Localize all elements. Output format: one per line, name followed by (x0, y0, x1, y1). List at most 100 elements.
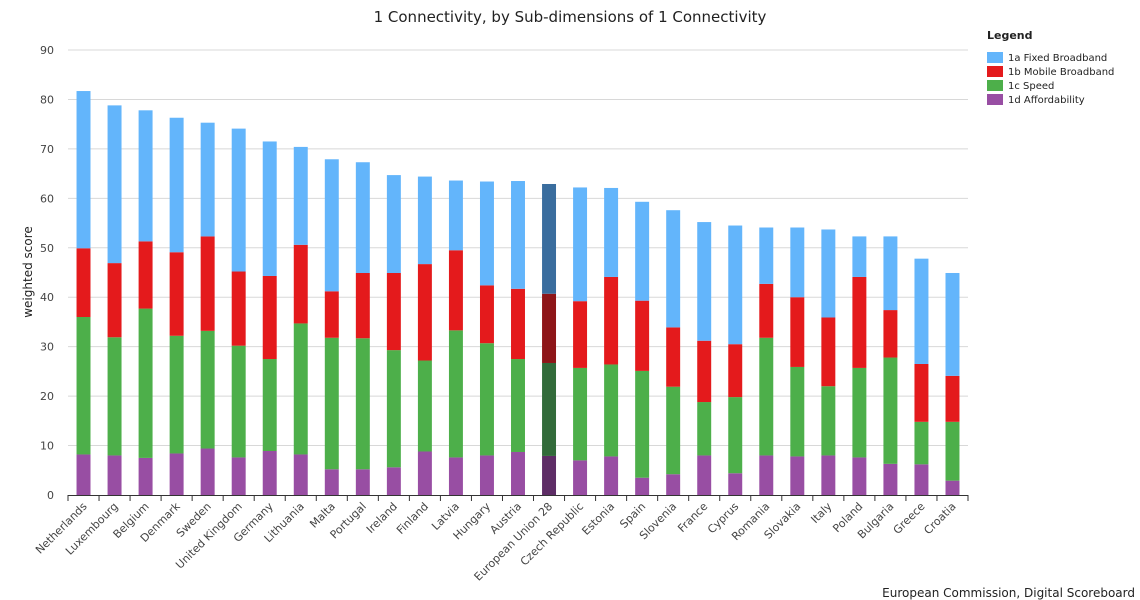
bar-segment (945, 272, 960, 376)
bar-segment (448, 330, 463, 458)
bar-segment (914, 464, 929, 495)
x-tick-label: Finland (394, 500, 431, 537)
bar-segment (635, 300, 650, 371)
chart-credit: European Commission, Digital Scoreboard (882, 586, 1135, 600)
bar-segment (573, 301, 588, 368)
bar-segment (542, 362, 557, 456)
bars (76, 91, 960, 495)
bar-segment (542, 293, 557, 363)
bar-segment (76, 91, 91, 249)
bar-segment (200, 122, 215, 237)
bar-segment (324, 469, 339, 495)
bar-segment (697, 455, 712, 495)
bar-segment (479, 455, 494, 495)
bar-segment (852, 457, 867, 495)
bar-segment (479, 285, 494, 344)
x-axis: NetherlandsLuxembourgBelgiumDenmarkSwede… (33, 495, 969, 583)
bar-segment (448, 457, 463, 495)
bar-segment (511, 359, 525, 452)
bar-segment (821, 386, 836, 456)
bar-segment (200, 448, 215, 495)
bar-segment (635, 370, 650, 478)
bar-segment (293, 244, 308, 324)
bar-segment (697, 402, 712, 456)
x-tick-label: Croatia (921, 500, 958, 537)
legend-label: 1a Fixed Broadband (1008, 53, 1107, 64)
bar-segment (293, 146, 308, 245)
legend-swatch (987, 80, 1003, 91)
bar-segment (200, 330, 215, 449)
bar-segment (76, 317, 91, 455)
bar-segment (386, 175, 401, 273)
bar-segment (511, 288, 525, 360)
bar-segment (386, 350, 401, 468)
legend-swatch (987, 52, 1003, 63)
bar-segment (386, 467, 401, 495)
bar-segment (573, 187, 588, 302)
bar-segment (417, 360, 432, 452)
bar-segment (511, 181, 525, 289)
bar-segment (479, 343, 494, 456)
bar-segment (417, 264, 432, 361)
bar-segment (883, 236, 898, 311)
bar-segment (945, 421, 960, 481)
bar-segment (666, 474, 681, 495)
bar-segment (728, 225, 743, 345)
bar-segment (790, 297, 805, 367)
bar-segment (76, 248, 91, 317)
x-tick-label: Italy (808, 500, 834, 526)
y-tick-label: 40 (40, 291, 54, 304)
bar-segment (324, 291, 339, 338)
bar-segment (666, 327, 681, 387)
bar-segment (138, 308, 153, 458)
bar-segment (386, 272, 401, 351)
bar-segment (790, 456, 805, 495)
bar-segment (728, 344, 743, 398)
bar-segment (107, 105, 122, 264)
y-tick-label: 30 (40, 341, 54, 354)
y-tick-label: 0 (47, 489, 54, 502)
bar-segment (759, 337, 774, 456)
bar-segment (604, 187, 619, 277)
bar-segment (697, 340, 712, 403)
bar-segment (945, 480, 960, 495)
legend-label: 1b Mobile Broadband (1008, 67, 1114, 78)
bar-segment (604, 456, 619, 495)
legend-swatch (987, 94, 1003, 105)
bar-segment (169, 252, 184, 336)
bar-segment (697, 222, 712, 341)
bar-segment (635, 477, 650, 495)
bar-segment (635, 201, 650, 301)
legend-title: Legend (987, 29, 1033, 42)
y-tick-label: 10 (40, 440, 54, 453)
bar-segment (231, 128, 246, 272)
bar-segment (262, 275, 277, 360)
bar-segment (759, 455, 774, 495)
bar-segment (200, 236, 215, 331)
y-tick-label: 50 (40, 242, 54, 255)
bar-segment (852, 276, 867, 368)
bar-segment (138, 241, 153, 309)
bar-segment (169, 117, 184, 253)
bar-segment (914, 421, 929, 465)
bar-segment (852, 236, 867, 277)
bar-segment (573, 367, 588, 461)
bar-segment (883, 463, 898, 495)
bar-segment (728, 397, 743, 474)
y-axis: 0 10 20 30 40 50 60 70 80 90 (40, 44, 54, 502)
x-tick-label: Estonia (579, 500, 617, 538)
chart-title: 1 Connectivity, by Sub-dimensions of 1 C… (374, 8, 767, 26)
y-tick-label: 60 (40, 192, 54, 205)
legend-swatch (987, 66, 1003, 77)
bar-segment (355, 162, 370, 273)
bar-segment (448, 180, 463, 251)
bar-segment (728, 473, 743, 495)
y-tick-label: 20 (40, 390, 54, 403)
bar-segment (883, 310, 898, 358)
bar-segment (138, 110, 153, 242)
bar-segment (107, 263, 122, 338)
bar-segment (293, 454, 308, 495)
bar-segment (914, 258, 929, 364)
bar-segment (542, 183, 557, 294)
bar-segment (231, 457, 246, 495)
